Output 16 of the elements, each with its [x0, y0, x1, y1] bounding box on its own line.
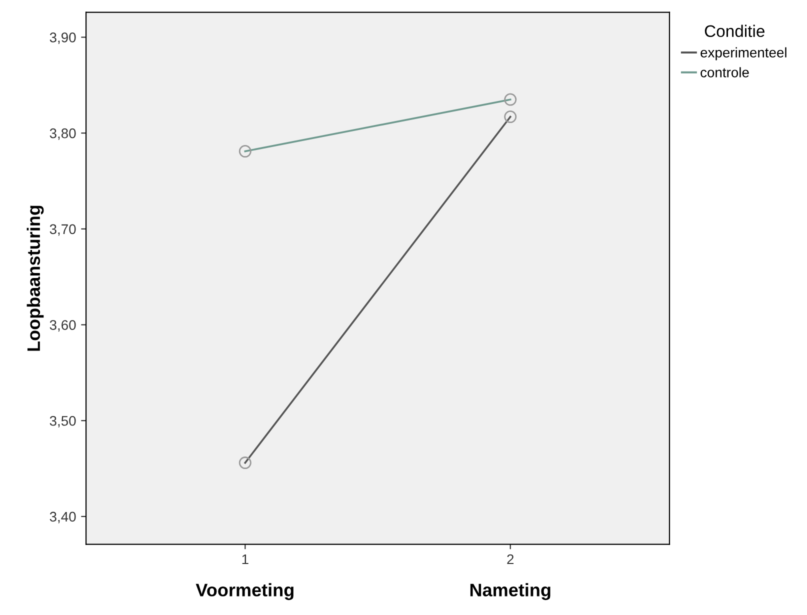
legend-label: controle [700, 67, 749, 78]
point [238, 145, 252, 158]
legend-title: Conditie [704, 24, 764, 38]
y-tick-label: 3,80 [50, 128, 76, 140]
x-tick-label: 2 [507, 554, 514, 564]
x-tick-label: 1 [242, 554, 248, 564]
y-axis-title: Loopbaansturing [26, 206, 44, 351]
y-tick-label: 3,40 [50, 512, 76, 524]
point [504, 93, 517, 106]
legend-label: experimenteel [700, 47, 786, 60]
y-tick-label: 3,70 [50, 224, 76, 236]
text: Voormeting [196, 583, 294, 600]
y-tick-label: 3,50 [50, 416, 76, 428]
y-tick-label: 3,60 [50, 320, 76, 332]
text: Nameting [470, 583, 550, 600]
y-tick-label: 3,90 [50, 32, 76, 44]
